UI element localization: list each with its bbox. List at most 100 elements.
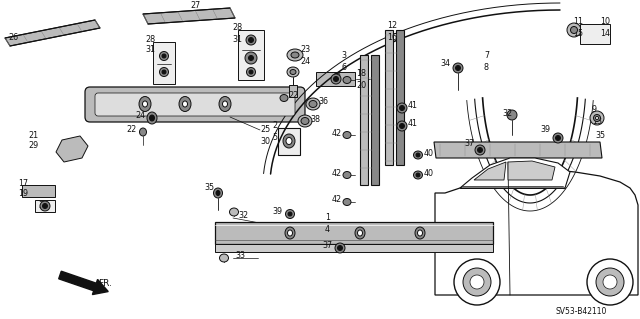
Ellipse shape <box>306 98 320 110</box>
Ellipse shape <box>453 63 463 73</box>
Ellipse shape <box>162 54 166 58</box>
Ellipse shape <box>143 101 147 107</box>
Text: 6: 6 <box>341 63 346 71</box>
Ellipse shape <box>556 136 561 140</box>
Ellipse shape <box>343 131 351 138</box>
Ellipse shape <box>285 227 295 239</box>
FancyBboxPatch shape <box>85 87 305 122</box>
Text: 39: 39 <box>272 206 282 216</box>
Polygon shape <box>360 55 368 185</box>
Polygon shape <box>278 128 300 155</box>
Ellipse shape <box>301 117 309 124</box>
Ellipse shape <box>358 230 362 236</box>
Text: 10: 10 <box>600 18 610 26</box>
Ellipse shape <box>413 171 422 179</box>
Ellipse shape <box>287 230 292 236</box>
Text: 12: 12 <box>387 20 397 29</box>
Text: 40: 40 <box>424 168 434 177</box>
Polygon shape <box>238 30 264 80</box>
Text: 32: 32 <box>502 108 512 117</box>
Ellipse shape <box>162 70 166 74</box>
Ellipse shape <box>415 227 425 239</box>
Ellipse shape <box>463 268 491 296</box>
Ellipse shape <box>223 101 227 107</box>
Ellipse shape <box>285 210 294 219</box>
Text: 35: 35 <box>595 130 605 139</box>
Ellipse shape <box>416 173 420 177</box>
Ellipse shape <box>288 212 292 216</box>
Ellipse shape <box>245 52 257 64</box>
Ellipse shape <box>399 106 404 110</box>
Ellipse shape <box>286 137 292 145</box>
Text: 39: 39 <box>540 125 550 135</box>
Ellipse shape <box>397 103 407 113</box>
Ellipse shape <box>477 147 483 152</box>
Ellipse shape <box>417 230 422 236</box>
Text: 42: 42 <box>332 168 342 177</box>
Ellipse shape <box>280 94 288 101</box>
Text: 5: 5 <box>272 132 277 142</box>
Ellipse shape <box>397 121 407 131</box>
Text: 25: 25 <box>260 125 270 135</box>
Ellipse shape <box>456 65 461 70</box>
Text: 38: 38 <box>310 115 320 123</box>
Ellipse shape <box>507 110 517 120</box>
Ellipse shape <box>416 153 420 157</box>
Text: 35: 35 <box>204 183 214 192</box>
Polygon shape <box>22 185 55 197</box>
Text: 22: 22 <box>126 125 136 135</box>
Text: 36: 36 <box>38 201 48 210</box>
Polygon shape <box>460 158 570 188</box>
Ellipse shape <box>570 26 577 33</box>
Ellipse shape <box>470 275 484 289</box>
Text: 21: 21 <box>28 130 38 139</box>
Text: 27: 27 <box>190 2 200 11</box>
Ellipse shape <box>590 111 604 125</box>
Ellipse shape <box>283 134 295 148</box>
Ellipse shape <box>454 259 500 305</box>
Text: 34: 34 <box>440 60 450 69</box>
Ellipse shape <box>343 198 351 205</box>
Ellipse shape <box>290 70 296 75</box>
Polygon shape <box>143 8 235 24</box>
Polygon shape <box>56 136 88 162</box>
Text: 1: 1 <box>325 213 330 222</box>
Ellipse shape <box>248 56 253 61</box>
Ellipse shape <box>333 77 339 81</box>
Ellipse shape <box>291 52 299 58</box>
Ellipse shape <box>343 172 351 179</box>
Text: 13: 13 <box>592 117 602 127</box>
Polygon shape <box>153 42 175 84</box>
Ellipse shape <box>309 100 317 108</box>
Text: 16: 16 <box>387 33 397 41</box>
Ellipse shape <box>567 23 581 37</box>
Text: 2: 2 <box>272 122 277 130</box>
Text: 37: 37 <box>322 241 332 249</box>
Polygon shape <box>5 20 100 46</box>
Text: 8: 8 <box>484 63 489 72</box>
Text: 33: 33 <box>235 251 245 261</box>
Text: 37: 37 <box>464 138 474 147</box>
Ellipse shape <box>587 259 633 305</box>
Text: 31: 31 <box>232 35 242 44</box>
Polygon shape <box>396 30 404 165</box>
Ellipse shape <box>159 68 168 77</box>
FancyBboxPatch shape <box>95 93 295 116</box>
Ellipse shape <box>246 35 256 45</box>
Text: 31: 31 <box>145 46 155 55</box>
Ellipse shape <box>159 51 168 61</box>
Ellipse shape <box>40 201 50 211</box>
Text: 42: 42 <box>332 73 342 83</box>
Text: FR.: FR. <box>98 278 112 287</box>
Text: 42: 42 <box>332 196 342 204</box>
Ellipse shape <box>214 188 223 198</box>
Ellipse shape <box>42 204 47 209</box>
Ellipse shape <box>216 190 220 196</box>
Text: 42: 42 <box>332 129 342 137</box>
Polygon shape <box>434 142 602 158</box>
Ellipse shape <box>413 151 422 159</box>
Text: 30: 30 <box>260 137 270 145</box>
Ellipse shape <box>182 101 188 107</box>
Ellipse shape <box>287 67 299 77</box>
Ellipse shape <box>399 123 404 129</box>
